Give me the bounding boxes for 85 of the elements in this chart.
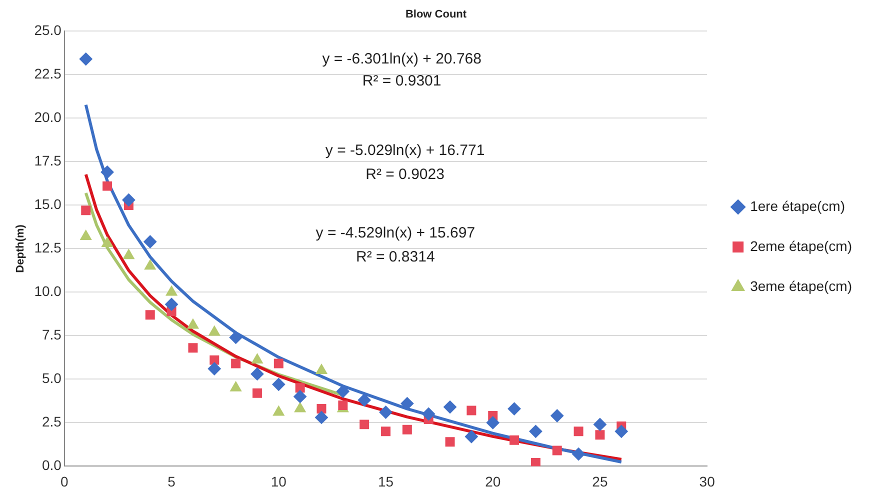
point [231, 358, 241, 368]
point [574, 426, 584, 436]
y-tick-label: 12.5 [34, 240, 62, 256]
point [379, 406, 392, 419]
point [595, 430, 605, 440]
point [122, 193, 136, 206]
legend-label: 3eme étape(cm) [750, 278, 852, 294]
point [102, 236, 113, 247]
x-tick-label: 10 [270, 473, 287, 490]
point [552, 446, 562, 456]
point [486, 416, 500, 430]
x-tick-label: 25 [592, 473, 608, 490]
point [79, 52, 92, 66]
y-tick-label: 5.0 [42, 370, 62, 386]
annotation: R² = 0.9023 [366, 166, 444, 183]
point [144, 260, 156, 270]
y-tick-label: 15.0 [34, 196, 62, 212]
point [229, 330, 242, 344]
point [572, 448, 586, 461]
point [210, 355, 220, 365]
point [123, 249, 134, 260]
point [464, 430, 478, 444]
x-tick-label: 20 [485, 473, 501, 490]
point [510, 435, 520, 445]
point [295, 383, 305, 393]
x-tick-label: 0 [60, 473, 69, 490]
point [360, 420, 370, 430]
point [400, 397, 414, 410]
point [358, 394, 371, 407]
point [208, 362, 221, 376]
point [314, 410, 328, 424]
point [402, 424, 412, 434]
point [444, 400, 457, 414]
point [144, 235, 157, 248]
annotation: y = -4.529ln(x) + 15.697 [316, 224, 476, 242]
point [422, 408, 436, 420]
annotation: R² = 0.8314 [356, 248, 435, 266]
y-tick-label: 0.0 [42, 457, 62, 474]
point [294, 390, 307, 404]
point [272, 406, 284, 416]
y-tick-label: 25.0 [34, 22, 62, 38]
point [187, 318, 199, 329]
y-tick-label: 20.0 [34, 109, 62, 126]
point [316, 364, 328, 374]
point [381, 426, 390, 436]
x-tick-label: 5 [168, 473, 176, 490]
point [166, 286, 178, 296]
legend-label: 1ere étape(cm) [750, 198, 846, 214]
y-tick-label: 7.5 [42, 326, 62, 343]
y-tick-label: 10.0 [34, 283, 62, 300]
point [294, 402, 306, 412]
point [230, 381, 242, 392]
point [445, 437, 455, 447]
point [208, 326, 220, 336]
annotation: R² = 0.9301 [362, 72, 442, 90]
x-tick-label: 15 [378, 473, 394, 490]
point [336, 384, 350, 398]
annotation: y = -5.029ln(x) + 16.771 [325, 142, 485, 159]
point [530, 458, 540, 466]
point [252, 388, 262, 398]
y-tick-label: 17.5 [34, 152, 62, 169]
point [252, 354, 263, 364]
point [102, 181, 112, 191]
point [81, 206, 91, 216]
point [100, 166, 114, 179]
y-tick-label: 22.5 [34, 66, 62, 82]
point [508, 402, 521, 416]
annotation: y = -6.301ln(x) + 20.768 [322, 50, 482, 68]
point [165, 298, 178, 311]
point [274, 358, 284, 368]
chart-title: Blow Count [405, 8, 467, 21]
point [188, 343, 198, 353]
point [593, 418, 606, 431]
point [550, 409, 564, 422]
point [272, 378, 286, 391]
x-tick-label: 30 [699, 473, 716, 490]
point [529, 424, 542, 438]
legend-label: 2eme étape(cm) [750, 238, 852, 254]
point [614, 424, 628, 438]
point [145, 310, 155, 320]
y-tick-label: 2.5 [42, 414, 62, 430]
point [250, 367, 264, 380]
point [466, 406, 476, 416]
point [80, 230, 92, 240]
y-axis-title: Depth(m) [14, 224, 27, 273]
